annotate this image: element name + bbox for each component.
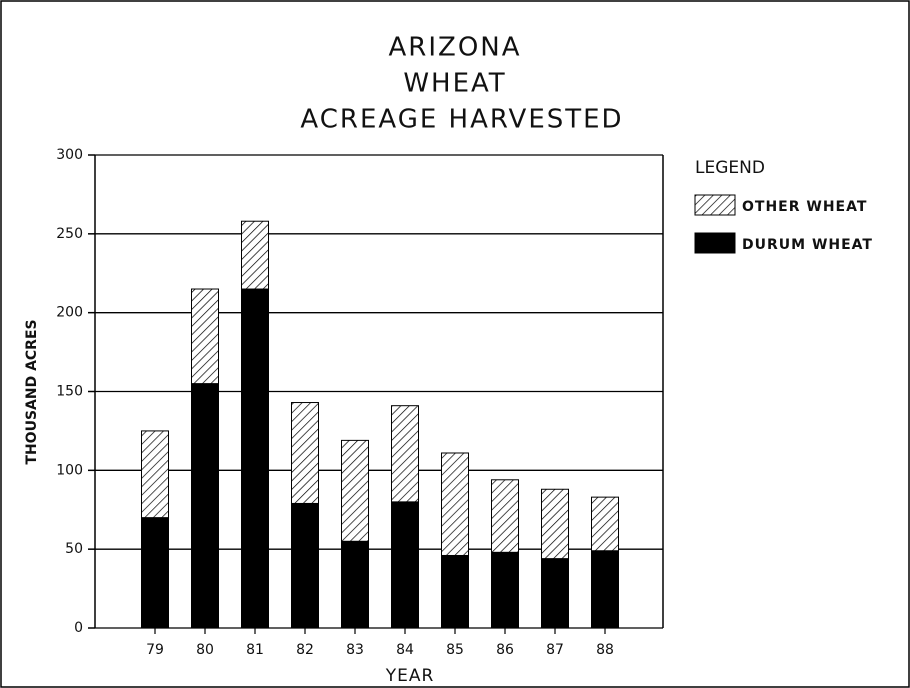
- bar-segment: [491, 551, 519, 629]
- y-axis-label: THOUSAND ACRES: [24, 319, 40, 464]
- x-tick-label: 85: [446, 642, 464, 658]
- legend-label: DURUM WHEAT: [742, 237, 873, 253]
- bar-segment: [541, 488, 569, 560]
- bar-segment: [141, 430, 169, 519]
- bar-segment: [591, 496, 619, 552]
- x-tick-label: 86: [496, 642, 514, 658]
- x-tick-label: 81: [246, 642, 264, 658]
- bar-segment: [491, 479, 519, 553]
- bar-segment: [291, 502, 319, 629]
- bar-segment: [241, 220, 269, 290]
- bar-segment: [541, 558, 569, 629]
- bar-segment: [291, 402, 319, 504]
- y-tick-label: 100: [56, 462, 83, 478]
- x-tick-label: 80: [196, 642, 214, 658]
- legend-swatch: [694, 194, 736, 216]
- bar-segment: [391, 405, 419, 503]
- bar-segment: [241, 288, 269, 629]
- x-tick-label: 84: [396, 642, 414, 658]
- chart-title: WHEAT: [403, 69, 506, 99]
- y-tick-label: 50: [65, 541, 83, 557]
- x-tick-label: 79: [146, 642, 164, 658]
- bar-segment: [341, 439, 369, 542]
- bar-segment: [141, 517, 169, 629]
- chart-title: ACREAGE HARVESTED: [300, 105, 623, 135]
- x-tick-label: 88: [596, 642, 614, 658]
- y-tick-label: 300: [56, 147, 83, 163]
- bar-segment: [341, 540, 369, 629]
- bar-segment: [391, 501, 419, 629]
- bar-segment: [441, 554, 469, 629]
- y-tick-label: 250: [56, 226, 83, 242]
- bar-segment: [441, 452, 469, 556]
- legend-swatch: [694, 232, 736, 254]
- chart-title: ARIZONA: [388, 33, 521, 63]
- legend-label: OTHER WHEAT: [742, 199, 867, 215]
- bar-segment: [191, 383, 219, 629]
- legend-title: LEGEND: [695, 158, 765, 178]
- x-tick-label: 83: [346, 642, 364, 658]
- x-axis-label: YEAR: [385, 666, 435, 686]
- x-tick-label: 82: [296, 642, 314, 658]
- x-tick-label: 87: [546, 642, 564, 658]
- y-tick-label: 0: [74, 620, 83, 636]
- bar-segment: [191, 288, 219, 385]
- y-tick-label: 200: [56, 305, 83, 321]
- y-tick-label: 150: [56, 384, 83, 400]
- bar-segment: [591, 550, 619, 629]
